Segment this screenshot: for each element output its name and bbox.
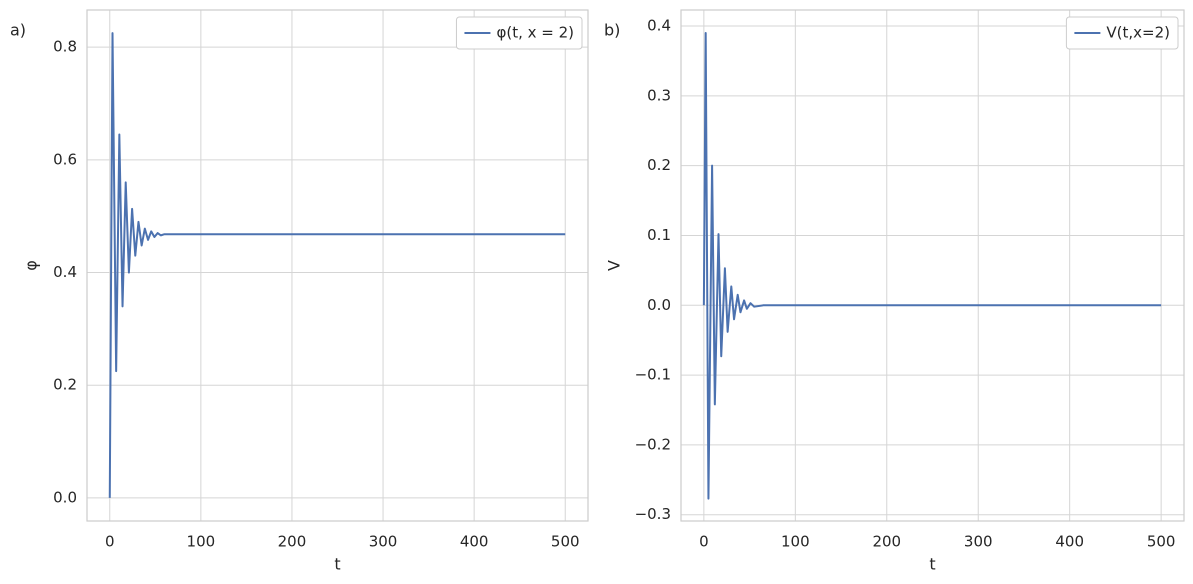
y-tick-label: −0.3 [635,505,671,523]
x-tick-label: 400 [460,533,489,551]
y-tick-label: 0.6 [53,150,77,168]
y-tick-label: 0.8 [53,38,77,56]
subplot: 0 100 200 300 400 500 −0.3 −0.2 −0.1 0.0 0.1 0.2 0.3… [604,9,1185,574]
y-tick-label: 0.2 [53,376,77,394]
x-tick-label: 100 [187,533,216,551]
x-tick-label: 0 [105,533,115,551]
data-line [702,32,1162,500]
data-line [108,32,566,498]
x-tick-label: 0 [699,533,709,551]
legend-label: φ(t, x = 2) [496,24,574,42]
y-tick-label: 0.4 [647,17,671,35]
y-tick-label: 0.0 [647,296,671,314]
y-tick-label: 0.1 [647,226,671,244]
y-tick-label: 0.2 [647,156,671,174]
axes-frame [680,9,1185,522]
x-tick-label: 300 [964,533,993,551]
legend: V(t,x=2) [1065,16,1179,50]
panel-label: b) [604,21,620,40]
y-tick-label: 0.0 [53,488,77,506]
y-tick-label: −0.1 [635,366,671,384]
y-tick-label: 0.3 [647,86,671,104]
x-tick-label: 200 [278,533,307,551]
legend: φ(t, x = 2) [455,16,583,50]
x-tick-label: 500 [551,533,580,551]
y-axis-label: V [605,260,624,271]
x-tick-label: 400 [1055,533,1084,551]
subplot: 0 100 200 300 400 500 0.0 0.2 0.4 0.6 0.8 t φ a) φ(t, … [10,9,589,574]
legend-frame [1065,16,1179,50]
x-tick-label: 500 [1147,533,1176,551]
x-tick-label: 200 [872,533,901,551]
y-tick-label: 0.4 [53,263,77,281]
x-tick-label: 300 [369,533,398,551]
y-axis-label: φ [22,260,41,271]
panel-label: a) [10,21,26,40]
axes-frame [86,9,589,522]
legend-label: V(t,x=2) [1106,24,1170,42]
y-tick-label: −0.2 [635,435,671,453]
x-tick-label: 100 [781,533,810,551]
x-axis-label: t [334,555,340,574]
legend-frame [455,16,583,50]
x-axis-label: t [929,555,935,574]
